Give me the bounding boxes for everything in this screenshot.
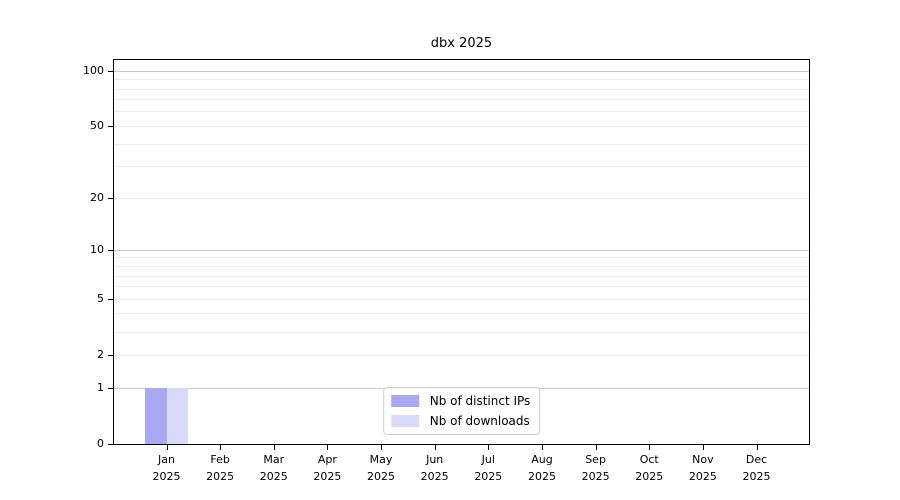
x-tick-mark [595,445,597,450]
x-tick-label: Dec 2025 [742,453,771,483]
y-tick-mark [108,197,113,199]
legend-label-distinct-ips: Nb of distinct IPs [429,394,531,408]
y-tick-label: 50 [90,119,104,133]
legend-label-downloads: Nb of downloads [429,414,530,428]
x-tick-mark [649,445,651,450]
x-tick-label: Sep 2025 [581,453,610,483]
y-tick-mark [108,443,113,445]
y-tick-mark [108,354,113,356]
gridline-minor [114,257,809,259]
gridline-minor [114,166,809,168]
gridline-minor [114,331,809,333]
y-tick-mark [108,249,113,251]
x-tick-mark [220,445,222,450]
x-tick-mark [702,445,704,450]
x-tick-mark [541,445,543,450]
x-tick-mark [488,445,490,450]
gridline-minor [114,298,809,300]
y-tick-mark [108,70,113,72]
x-tick-label: Mar 2025 [259,453,288,483]
gridline-major [114,249,809,251]
y-tick-label: 20 [90,191,104,205]
gridline-minor [114,143,809,145]
x-tick-label: Jan 2025 [152,453,181,483]
y-tick-mark [108,387,113,389]
x-tick-mark [756,445,758,450]
chart-title: dbx 2025 [430,36,493,51]
gridline-minor [114,313,809,315]
x-tick-label: Apr 2025 [313,453,342,483]
x-tick-label: Jul 2025 [474,453,503,483]
gridline-major [114,70,809,72]
x-tick-mark [273,445,275,450]
gridline-minor [114,79,809,81]
x-tick-label: May 2025 [367,453,396,483]
gridline-minor [114,88,809,90]
x-tick-mark [434,445,436,450]
gridline-minor [114,111,809,113]
gridline-minor [114,275,809,277]
y-tick-label: 5 [97,292,104,306]
x-tick-mark [166,445,168,450]
y-tick-label: 10 [90,243,104,257]
legend-swatch-downloads [390,415,419,427]
y-tick-label: 1 [97,381,104,394]
legend-swatch-distinct-ips [390,395,419,407]
gridline-minor [114,354,809,356]
plot-area: Nb of distinct IPs Nb of downloads [113,59,810,445]
gridline-minor [114,197,809,199]
y-tick-label: 100 [83,64,104,78]
x-tick-mark [327,445,329,450]
bar-distinct-ips [145,388,167,444]
x-tick-mark [381,445,383,450]
legend-item-distinct-ips: Nb of distinct IPs [390,392,531,410]
y-tick-mark [108,125,113,127]
gridline-minor [114,266,809,267]
x-tick-label: Nov 2025 [688,453,717,483]
gridline-minor [114,99,809,101]
y-tick-mark [108,298,113,300]
legend: Nb of distinct IPs Nb of downloads [382,387,541,435]
x-tick-label: Jun 2025 [420,453,449,483]
x-tick-label: Aug 2025 [527,453,556,483]
legend-item-downloads: Nb of downloads [390,412,531,430]
gridline-minor [114,125,809,127]
gridline-minor [114,286,809,288]
y-tick-label: 0 [97,437,104,450]
x-tick-label: Feb 2025 [206,453,235,483]
bar-downloads [166,388,188,444]
y-tick-label: 2 [97,348,104,362]
x-tick-label: Oct 2025 [635,453,664,483]
